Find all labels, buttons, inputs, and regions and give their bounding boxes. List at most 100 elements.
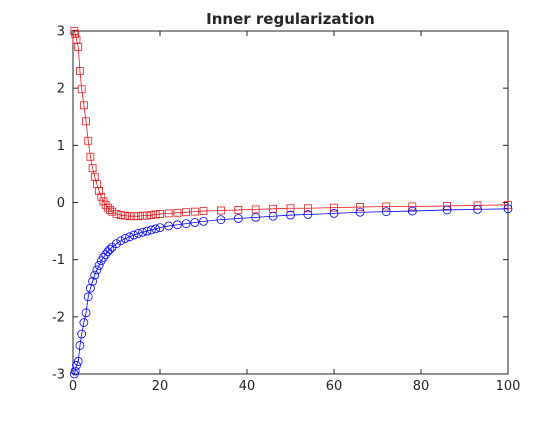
series-line	[73, 208, 509, 375]
data-point-circle	[146, 225, 156, 235]
data-point-circle	[105, 244, 115, 254]
data-point-circle	[92, 265, 102, 275]
series-line	[73, 30, 509, 217]
x-tick-label: 80	[413, 379, 430, 394]
series-layer	[69, 27, 513, 379]
data-point-square	[190, 207, 199, 216]
chart-title: Inner regularization	[206, 10, 375, 28]
data-point-circle	[303, 210, 313, 219]
data-point-circle	[81, 308, 91, 318]
data-point-square	[84, 136, 93, 145]
data-point-square	[77, 85, 86, 94]
data-point-circle	[101, 250, 111, 259]
data-point-square	[79, 101, 88, 110]
data-point-square	[251, 205, 260, 214]
y-tick-label: 2	[57, 82, 65, 97]
data-point-square	[182, 208, 191, 217]
data-point-circle	[355, 207, 365, 217]
data-point-circle	[199, 216, 208, 226]
data-point-circle	[79, 318, 89, 327]
data-point-circle	[72, 361, 81, 370]
data-point-circle	[86, 283, 95, 293]
y-tick-label: 0	[57, 196, 65, 211]
data-point-square	[125, 212, 134, 221]
series-1	[70, 27, 512, 221]
data-point-square	[95, 187, 103, 195]
data-point-circle	[99, 252, 108, 262]
data-point-square	[101, 200, 110, 209]
data-point-circle	[181, 219, 191, 229]
data-point-square	[330, 203, 338, 212]
data-point-circle	[75, 341, 85, 350]
data-point-square	[103, 203, 112, 212]
x-tick-label: 20	[152, 379, 169, 394]
data-point-square	[216, 206, 225, 215]
data-point-circle	[88, 276, 97, 286]
data-point-circle	[73, 357, 83, 366]
data-point-square	[382, 202, 391, 211]
data-point-square	[164, 209, 173, 218]
data-point-square	[199, 207, 208, 215]
data-point-circle	[251, 212, 261, 222]
data-point-circle	[94, 260, 104, 270]
data-point-circle	[268, 211, 278, 221]
data-point-circle	[286, 210, 295, 220]
data-point-square	[121, 211, 130, 220]
data-point-circle	[120, 234, 130, 243]
data-point-circle	[151, 224, 161, 234]
data-point-circle	[90, 270, 100, 280]
data-point-circle	[190, 218, 200, 227]
data-point-square	[108, 207, 117, 216]
data-point-square	[303, 204, 312, 213]
data-point-square	[173, 208, 182, 217]
data-point-square	[74, 43, 83, 51]
data-point-square	[134, 212, 143, 221]
data-point-circle	[133, 228, 143, 238]
data-point-square	[82, 117, 90, 126]
data-point-square	[473, 201, 482, 210]
data-point-circle	[473, 204, 482, 214]
data-point-circle	[116, 236, 126, 246]
data-point-circle	[138, 227, 148, 237]
data-point-square	[71, 29, 80, 38]
data-point-square	[504, 200, 512, 209]
data-point-square	[151, 210, 160, 219]
data-point-circle	[172, 220, 182, 230]
data-point-circle	[164, 221, 174, 231]
data-point-square	[86, 152, 95, 161]
y-tick-label: -2	[52, 310, 65, 325]
y-tick-label: -3	[52, 368, 65, 383]
data-point-square	[286, 204, 295, 213]
data-point-square	[88, 164, 97, 173]
y-tick-label: 1	[57, 139, 65, 154]
data-point-square	[129, 212, 138, 221]
data-point-square	[97, 192, 106, 201]
data-point-circle	[155, 223, 165, 233]
data-point-circle	[381, 207, 391, 217]
data-point-circle	[216, 215, 226, 225]
data-point-square	[234, 206, 243, 214]
axes-layer: 0 20 40 60 80 100 -3 -2 -1 0 1 2 3	[52, 25, 520, 395]
data-point-square	[408, 202, 417, 211]
y-tick-label: 3	[57, 25, 65, 40]
data-point-circle	[83, 292, 93, 302]
x-tick-label: 100	[496, 379, 521, 394]
data-point-square	[76, 67, 84, 75]
data-point-square	[138, 211, 147, 220]
data-point-circle	[503, 204, 513, 214]
data-point-square	[106, 206, 114, 214]
x-tick-label: 40	[239, 379, 256, 394]
series-2	[69, 204, 513, 379]
data-point-square	[90, 172, 99, 181]
data-point-circle	[329, 208, 339, 218]
data-point-circle	[142, 226, 152, 236]
y-tick-label: -1	[52, 253, 65, 268]
data-point-circle	[407, 206, 417, 216]
data-point-circle	[77, 329, 87, 339]
x-tick-label: 60	[326, 379, 343, 394]
data-point-square	[443, 202, 452, 210]
data-point-square	[116, 211, 125, 219]
data-point-circle	[70, 366, 80, 376]
